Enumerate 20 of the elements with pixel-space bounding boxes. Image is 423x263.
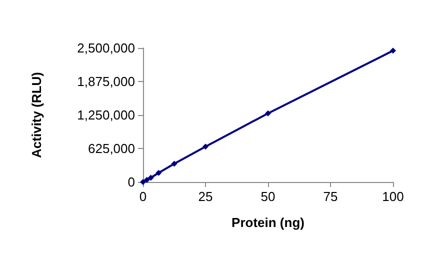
point: [140, 179, 146, 185]
point: [390, 48, 396, 54]
x-tick-label: 100: [382, 189, 404, 204]
y-tick-label: 2,500,000: [77, 40, 135, 56]
x-axis-title: Protein (ng): [232, 215, 304, 230]
point: [171, 160, 178, 167]
y-tick-label: 625,000: [88, 141, 135, 156]
x-tick-label: 25: [198, 189, 213, 204]
y-tick-label: 1,250,000: [77, 108, 135, 122]
point: [148, 174, 154, 181]
point: [265, 110, 271, 116]
x-tick-label: 75: [323, 189, 338, 204]
y-axis-title: Activity (RLU): [29, 72, 44, 158]
x-tick-label: 0: [139, 189, 147, 204]
point: [202, 144, 208, 150]
y-tick-label: 1,875,000: [77, 74, 135, 89]
point: [144, 176, 150, 183]
y-tick-label: 0: [128, 174, 135, 190]
point: [156, 170, 162, 176]
x-tick-label: 50: [260, 189, 276, 204]
